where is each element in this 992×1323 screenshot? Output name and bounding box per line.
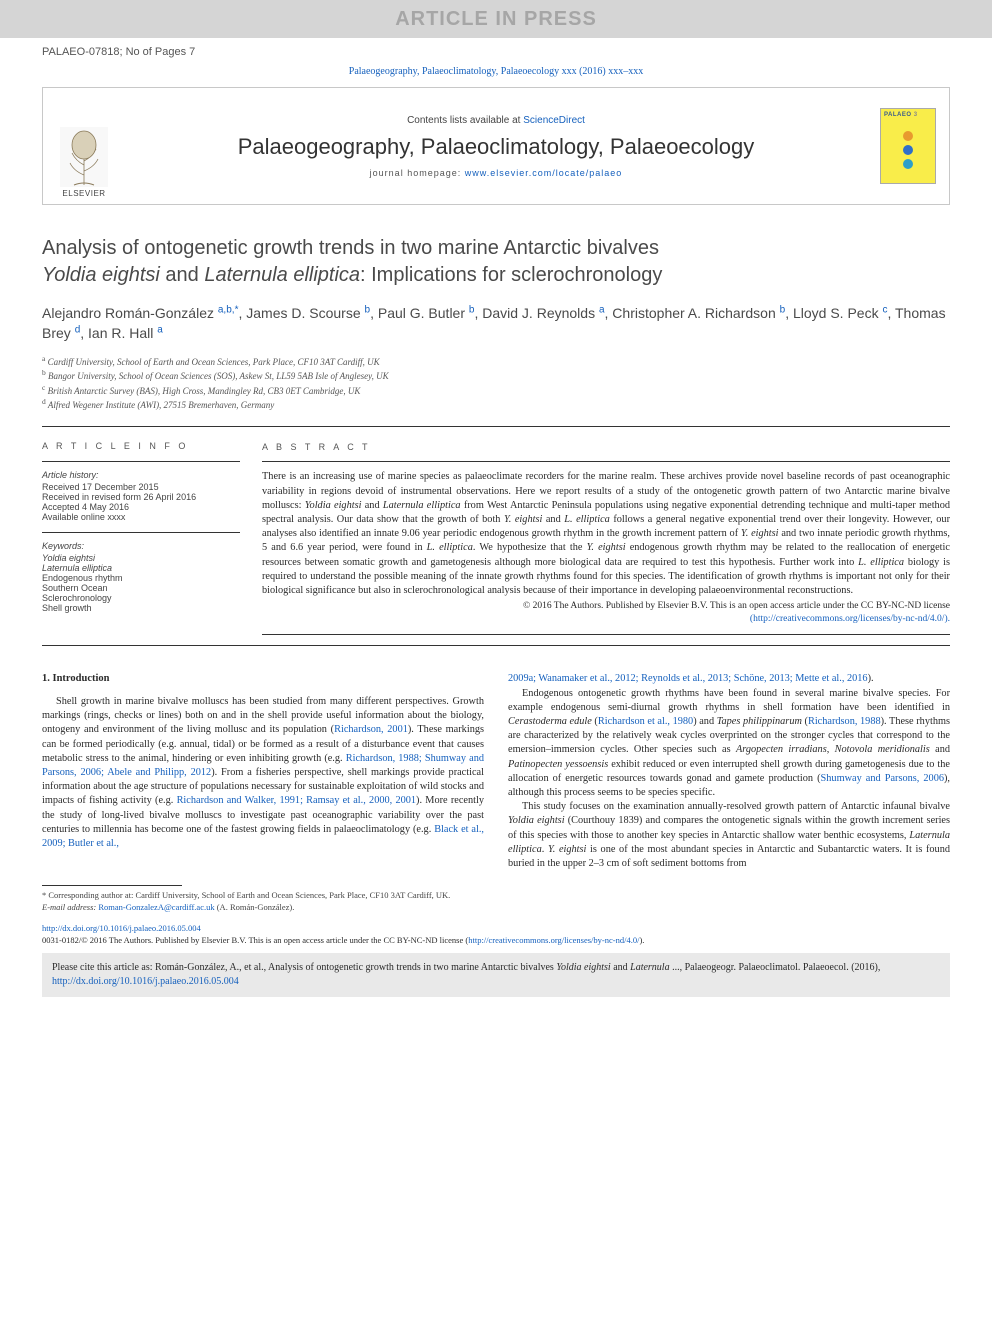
affiliation-text: Alfred Wegener Institute (AWI), 27515 Br… [48, 400, 274, 410]
affiliation-text: Bangor University, School of Ocean Scien… [48, 371, 389, 381]
author-list: Alejandro Román-González a,b,*, James D.… [42, 303, 950, 344]
homepage-prefix: journal homepage: [370, 168, 465, 178]
journal-reference-line: Palaeogeography, Palaeoclimatology, Pala… [0, 60, 992, 87]
elsevier-label: ELSEVIER [62, 189, 105, 198]
article-title: Analysis of ontogenetic growth trends in… [42, 235, 950, 289]
affiliation: d Alfred Wegener Institute (AWI), 27515 … [42, 397, 950, 412]
contents-prefix: Contents lists available at [407, 115, 523, 126]
title-tail: : Implications for sclerochronology [360, 264, 662, 286]
article-info-heading: A R T I C L E I N F O [42, 441, 240, 451]
history-item: Accepted 4 May 2016 [42, 502, 240, 512]
divider [42, 426, 950, 427]
paragraph: 2009a; Wanamaker et al., 2012; Reynolds … [508, 672, 950, 686]
affiliation: b Bangor University, School of Ocean Sci… [42, 368, 950, 383]
cite-species2: Laternula [630, 962, 669, 973]
doi-tail: ). [639, 935, 644, 945]
journal-title: Palaeogeography, Palaeoclimatology, Pala… [238, 134, 755, 160]
article-info-block: A R T I C L E I N F O Article history: R… [42, 441, 262, 635]
footnotes: * Corresponding author at: Cardiff Unive… [42, 890, 472, 913]
cover-dot-icon [903, 131, 913, 141]
sciencedirect-link[interactable]: ScienceDirect [523, 115, 585, 126]
column-left: 1. Introduction Shell growth in marine b… [42, 672, 484, 871]
title-species1: Yoldia eightsi [42, 264, 160, 286]
journal-cover-thumbnail: PALAEO 3 [880, 108, 936, 184]
section-heading: 1. Introduction [42, 672, 484, 686]
cite-prefix: Please cite this article as: Román-Gonzá… [52, 962, 556, 973]
keyword: Endogenous rhythm [42, 573, 240, 583]
footnote-divider [42, 885, 182, 886]
elsevier-tree-icon [60, 127, 108, 187]
keywords-label: Keywords: [42, 541, 240, 551]
keyword: Yoldia eightsi [42, 553, 240, 563]
cite-doi-link[interactable]: http://dx.doi.org/10.1016/j.palaeo.2016.… [52, 976, 239, 987]
affiliation-text: British Antarctic Survey (BAS), High Cro… [48, 386, 361, 396]
corresponding-author: * Corresponding author at: Cardiff Unive… [42, 890, 472, 901]
abstract-block: A B S T R A C T There is an increasing u… [262, 441, 950, 635]
cite-mid: and [611, 962, 630, 973]
abstract-heading: A B S T R A C T [262, 441, 950, 453]
author-email-link[interactable]: Roman-GonzalezA@cardiff.ac.uk [98, 902, 214, 912]
doi-license-text: 0031-0182/© 2016 The Authors. Published … [42, 935, 468, 945]
license-link[interactable]: http://creativecommons.org/licenses/by-n… [468, 935, 639, 945]
keyword: Sclerochronology [42, 593, 240, 603]
title-species2: Laternula elliptica [204, 264, 360, 286]
cover-suffix: 3 [914, 112, 918, 118]
contents-available-line: Contents lists available at ScienceDirec… [407, 115, 585, 126]
paragraph: Endogenous ontogenetic growth rhythms ha… [508, 687, 950, 801]
body-columns: 1. Introduction Shell growth in marine b… [42, 672, 950, 871]
keyword: Shell growth [42, 603, 240, 613]
journal-ref-link[interactable]: Palaeogeography, Palaeoclimatology, Pala… [349, 66, 643, 77]
cite-species1: Yoldia eightsi [556, 962, 610, 973]
divider [42, 645, 950, 646]
affiliation-text: Cardiff University, School of Earth and … [48, 357, 380, 367]
history-item: Received 17 December 2015 [42, 482, 240, 492]
header-center: Contents lists available at ScienceDirec… [125, 88, 867, 204]
column-right: 2009a; Wanamaker et al., 2012; Reynolds … [508, 672, 950, 871]
paragraph: Shell growth in marine bivalve molluscs … [42, 695, 484, 851]
paragraph: This study focuses on the examination an… [508, 800, 950, 871]
copyright-text: © 2016 The Authors. Published by Elsevie… [523, 601, 950, 611]
affiliation-list: a Cardiff University, School of Earth an… [42, 354, 950, 412]
copyright-line: © 2016 The Authors. Published by Elsevie… [262, 600, 950, 626]
cover-dot-icon [903, 159, 913, 169]
affiliation: c British Antarctic Survey (BAS), High C… [42, 383, 950, 398]
doi-block: http://dx.doi.org/10.1016/j.palaeo.2016.… [42, 923, 950, 947]
abstract-body: There is an increasing use of marine spe… [262, 470, 950, 598]
article-in-press-watermark: ARTICLE IN PRESS [0, 0, 992, 38]
license-link[interactable]: (http://creativecommons.org/licenses/by-… [750, 614, 950, 624]
history-item: Received in revised form 26 April 2016 [42, 492, 240, 502]
journal-header-box: ELSEVIER Contents lists available at Sci… [42, 87, 950, 205]
article-history-label: Article history: [42, 470, 240, 480]
doc-id: PALAEO-07818; No of Pages 7 [0, 38, 992, 60]
cite-tail: ..., Palaeogeogr. Palaeoclimatol. Palaeo… [670, 962, 881, 973]
cover-thumb-block: PALAEO 3 [867, 88, 949, 204]
history-item: Available online xxxx [42, 512, 240, 522]
email-line: E-mail address: Roman-GonzalezA@cardiff.… [42, 902, 472, 913]
cover-label: PALAEO [884, 112, 912, 118]
publisher-logo-block: ELSEVIER [43, 88, 125, 204]
title-mid: and [160, 264, 204, 286]
journal-homepage-line: journal homepage: www.elsevier.com/locat… [370, 168, 623, 178]
title-line1: Analysis of ontogenetic growth trends in… [42, 237, 659, 259]
journal-homepage-link[interactable]: www.elsevier.com/locate/palaeo [465, 168, 623, 178]
keyword: Southern Ocean [42, 583, 240, 593]
doi-link[interactable]: http://dx.doi.org/10.1016/j.palaeo.2016.… [42, 923, 201, 933]
affiliation: a Cardiff University, School of Earth an… [42, 354, 950, 369]
email-tail: (A. Román-González). [215, 902, 295, 912]
citation-box: Please cite this article as: Román-Gonzá… [42, 953, 950, 997]
cover-dot-icon [903, 145, 913, 155]
email-label: E-mail address: [42, 902, 98, 912]
keyword: Laternula elliptica [42, 563, 240, 573]
